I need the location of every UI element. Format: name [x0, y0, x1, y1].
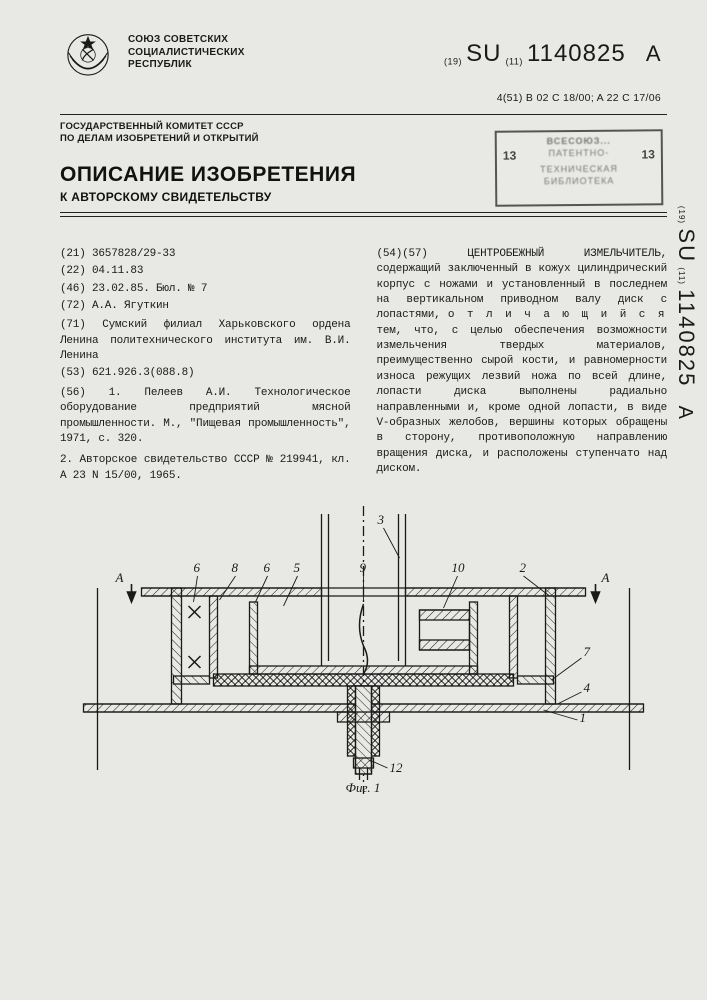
right-column: (54)(57) ЦЕНТРОБЕЖНЫЙ ИЗМЕЛЬЧИТЕЛЬ, соде… [377, 247, 668, 484]
svg-text:3: 3 [377, 512, 385, 527]
field-46: (46) 23.02.85. Бюл. № 7 [60, 282, 351, 297]
svg-text:10: 10 [452, 560, 466, 575]
divider [60, 212, 667, 213]
svg-text:Фиг. 1: Фиг. 1 [346, 780, 381, 794]
svg-text:6: 6 [194, 560, 201, 575]
svg-text:8: 8 [232, 560, 239, 575]
svg-text:5: 5 [294, 560, 301, 575]
field-53: (53) 621.926.3(088.8) [60, 366, 351, 381]
svg-text:12: 12 [390, 760, 404, 775]
field-56a: (56) 1. Пелеев А.И. Технологическое обор… [60, 386, 351, 448]
svg-text:A: A [601, 570, 610, 585]
figure-1: A A [60, 506, 667, 794]
ussr-emblem-icon [60, 28, 116, 84]
union-line: СОЦИАЛИСТИЧЕСКИХ [128, 47, 245, 60]
publication-number: (19) SU (11) 1140825 A [444, 28, 667, 68]
svg-text:1: 1 [580, 710, 587, 725]
patent-page: СОЮЗ СОВЕТСКИХ СОЦИАЛИСТИЧЕСКИХ РЕСПУБЛИ… [0, 0, 707, 1000]
field-22: (22) 04.11.83 [60, 264, 351, 279]
header: СОЮЗ СОВЕТСКИХ СОЦИАЛИСТИЧЕСКИХ РЕСПУБЛИ… [60, 28, 667, 84]
svg-text:4: 4 [584, 680, 591, 695]
side-publication-number: (19) SU (11) 1140825 A [673, 206, 699, 420]
union-line: СОЮЗ СОВЕТСКИХ [128, 34, 245, 47]
svg-text:A: A [115, 570, 124, 585]
svg-text:6: 6 [264, 560, 271, 575]
field-21: (21) 3657828/29-33 [60, 247, 351, 262]
union-line: РЕСПУБЛИК [128, 59, 245, 72]
svg-text:7: 7 [584, 644, 591, 659]
field-71: (71) Сумский филиал Харьковского ордена … [60, 318, 351, 364]
body-columns: (21) 3657828/29-33 (22) 04.11.83 (46) 23… [60, 247, 667, 484]
divider [60, 216, 667, 217]
ipc-classification: 4(51) B 02 C 18/00; A 22 C 17/06 [60, 92, 661, 104]
library-stamp: ВСЕСОЮЗ... 13 ПАТЕНТНО- 13 ТЕХНИЧЕСКАЯ Б… [495, 129, 664, 206]
union-text: СОЮЗ СОВЕТСКИХ СОЦИАЛИСТИЧЕСКИХ РЕСПУБЛИ… [128, 28, 245, 72]
field-72: (72) А.А. Ягуткин [60, 299, 351, 314]
svg-text:2: 2 [520, 560, 527, 575]
divider [60, 114, 667, 115]
svg-text:9: 9 [360, 560, 367, 575]
left-column: (21) 3657828/29-33 (22) 04.11.83 (46) 23… [60, 247, 351, 484]
field-56b: 2. Авторское свидетельство СССР № 219941… [60, 453, 351, 484]
abstract-text: (54)(57) ЦЕНТРОБЕЖНЫЙ ИЗМЕЛЬЧИТЕЛЬ, соде… [377, 247, 668, 478]
